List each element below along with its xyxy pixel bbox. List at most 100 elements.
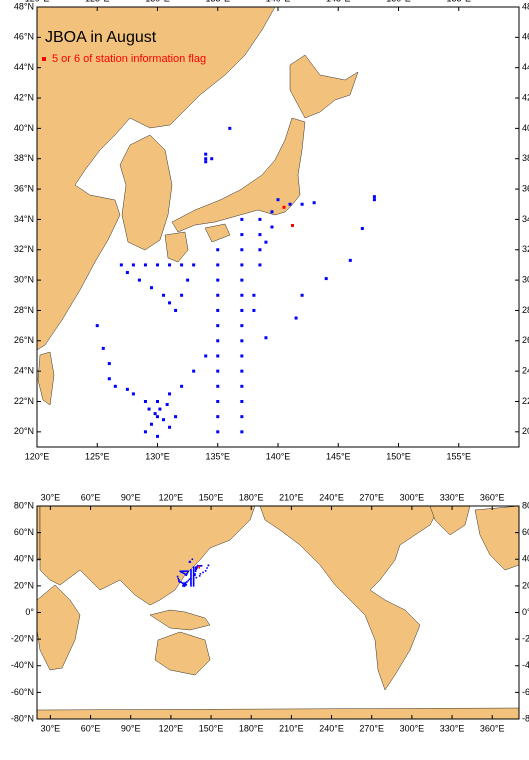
y-tick-label: 42°N — [14, 92, 34, 102]
station — [190, 583, 192, 586]
station — [192, 585, 195, 587]
x-tick-label: 120°E — [159, 723, 184, 733]
x-tick-label: 210°E — [279, 723, 304, 733]
station — [180, 263, 184, 267]
station — [210, 157, 214, 161]
station — [158, 407, 162, 411]
station — [101, 346, 105, 350]
y-tick-label: 40°N — [14, 123, 34, 133]
y-tick-label: -20°N — [11, 634, 34, 644]
station — [216, 415, 220, 419]
y-tick-label: 30°N — [14, 274, 34, 284]
x-tick-label: 240°E — [319, 723, 344, 733]
y-tick-label: 20°N — [522, 426, 529, 436]
station — [196, 567, 198, 569]
station — [174, 308, 178, 312]
station — [216, 293, 220, 297]
station — [113, 384, 117, 388]
x-tick-label: 180°E — [239, 723, 264, 733]
y-tick-label: 20°N — [14, 580, 34, 590]
station — [200, 564, 203, 567]
x-tick-label: 155°E — [446, 0, 471, 3]
station — [190, 582, 192, 585]
station — [190, 577, 192, 579]
y-tick-label: 80°N — [14, 500, 34, 510]
station — [190, 579, 192, 582]
y-tick-label: 22°N — [522, 396, 529, 406]
station — [348, 258, 352, 262]
x-tick-label: 140°E — [266, 451, 291, 461]
station — [216, 354, 220, 358]
station — [125, 271, 129, 275]
station — [204, 354, 208, 358]
y-tick-label: 34°N — [14, 214, 34, 224]
y-tick-label: 20°N — [522, 580, 529, 590]
x-tick-label: 300°E — [400, 492, 425, 502]
station — [240, 278, 244, 282]
x-tick-label: 150°E — [199, 492, 224, 502]
y-tick-label: 60°N — [14, 527, 34, 537]
y-tick-label: 28°N — [14, 305, 34, 315]
station — [196, 565, 198, 568]
station — [186, 581, 188, 583]
station — [149, 422, 153, 426]
y-tick-label: 36°N — [14, 183, 34, 193]
x-tick-label: 120°E — [25, 451, 50, 461]
y-tick-label: 44°N — [14, 62, 34, 72]
station — [194, 566, 197, 569]
y-tick-label: 60°N — [522, 527, 529, 537]
station — [194, 573, 196, 575]
station — [168, 392, 172, 396]
station — [204, 152, 208, 156]
y-tick-label: 32°N — [14, 244, 34, 254]
station — [199, 573, 202, 575]
y-tick-label: 0° — [522, 607, 529, 617]
station — [190, 585, 192, 587]
station — [184, 584, 187, 587]
station — [184, 582, 187, 585]
station — [216, 278, 220, 282]
station — [180, 293, 184, 297]
station — [156, 399, 159, 403]
y-tick-label: 34°N — [522, 214, 529, 224]
station — [190, 581, 192, 583]
station — [192, 569, 195, 571]
station — [300, 202, 304, 206]
station — [192, 369, 196, 373]
x-tick-label: 270°E — [359, 492, 384, 502]
station — [190, 574, 192, 577]
station — [187, 579, 190, 582]
station — [190, 575, 192, 578]
station — [207, 564, 210, 567]
station — [107, 362, 111, 366]
x-tick-label: 270°E — [359, 723, 384, 733]
y-tick-label: 48°N — [14, 1, 34, 11]
station — [240, 354, 244, 358]
station — [183, 570, 186, 573]
station — [131, 263, 135, 267]
station — [180, 581, 183, 584]
station — [95, 324, 99, 328]
station — [198, 566, 201, 569]
station — [182, 572, 185, 575]
station — [143, 430, 147, 434]
x-tick-label: 330°E — [440, 723, 465, 733]
station — [162, 293, 166, 297]
y-tick-label: -80°N — [522, 713, 529, 723]
x-tick-label: 150°E — [386, 0, 411, 3]
station — [143, 263, 147, 267]
station — [240, 263, 244, 267]
station — [258, 233, 262, 237]
x-tick-label: 125°E — [85, 0, 110, 3]
y-tick-label: 26°N — [14, 335, 34, 345]
y-tick-label: 42°N — [522, 92, 529, 102]
station — [228, 126, 232, 130]
station — [190, 570, 192, 573]
station — [190, 571, 192, 574]
station — [191, 558, 194, 561]
station — [174, 415, 178, 419]
station — [147, 407, 151, 411]
station — [258, 263, 262, 267]
station — [181, 571, 184, 574]
station — [186, 278, 190, 282]
